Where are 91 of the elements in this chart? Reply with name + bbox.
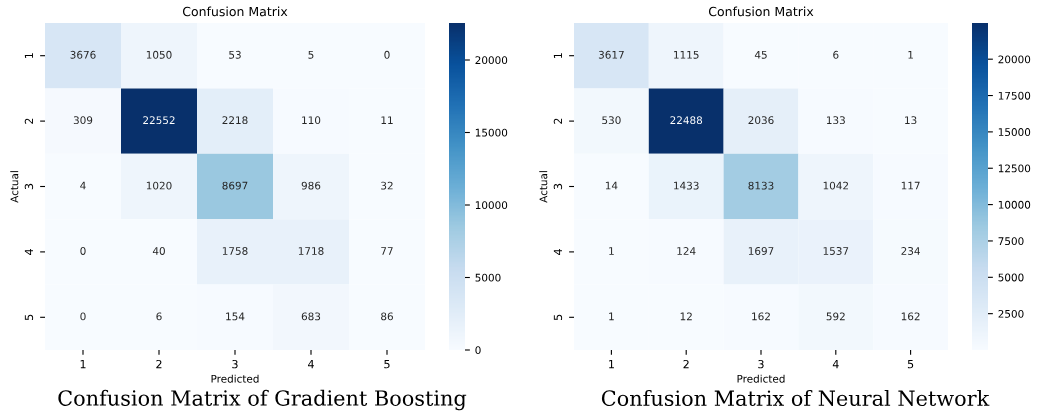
data-label: 1758 [222, 247, 248, 255]
data-label: 22488 [670, 116, 703, 125]
x-tick-label: 5 [907, 360, 914, 369]
data-label: 1115 [674, 50, 699, 59]
x-tick-label: 3 [758, 359, 764, 369]
data-label: 45 [754, 50, 767, 59]
data-label: 986 [301, 181, 321, 190]
color-bar-label: 20000 [475, 56, 508, 65]
y-tick-label: 5 [553, 314, 563, 320]
x-tick-label: 4 [308, 360, 314, 369]
data-label: 14 [605, 181, 618, 190]
data-label: 0 [384, 50, 390, 59]
data-label: 32 [381, 181, 393, 190]
data-label: 1050 [146, 50, 172, 59]
chart-title: Confusion Matrix [182, 6, 288, 17]
x-tick-label: 2 [683, 359, 689, 369]
data-label: 117 [901, 181, 920, 190]
data-label: 1020 [146, 181, 172, 190]
data-label: 53 [229, 50, 241, 59]
y-tick-label: 5 [24, 314, 34, 320]
data-label: 683 [301, 312, 321, 321]
data-label: 8133 [748, 181, 774, 190]
y-tick-label: 3 [553, 183, 563, 190]
data-label: 1 [908, 50, 913, 59]
data-label: 0 [80, 312, 86, 321]
data-label: 22552 [143, 116, 175, 125]
data-label: 124 [677, 247, 696, 255]
data-label: 6 [156, 312, 162, 321]
data-label: 13 [905, 116, 917, 125]
data-label: 4 [80, 181, 86, 190]
y-tick-label: 2 [553, 118, 562, 124]
x-tick-label: 1 [80, 360, 86, 369]
y-axis-title: Actual [10, 171, 19, 203]
x-tick-label: 4 [832, 360, 839, 369]
y-tick-label: 2 [24, 118, 33, 124]
data-label: 110 [302, 116, 321, 125]
y-tick-label: 1 [24, 53, 33, 59]
data-label: 1 [609, 312, 614, 321]
data-label: 133 [827, 116, 845, 125]
chart-title: Confusion Matrix [708, 6, 814, 17]
color-bar-label: 5000 [475, 273, 501, 282]
color-bar-label: 10000 [998, 200, 1031, 209]
color-bar-label: 10000 [475, 201, 508, 210]
color-bar-label: 7500 [998, 237, 1024, 246]
data-label: 154 [226, 312, 245, 321]
color-bar-label: 2500 [998, 309, 1024, 318]
data-label: 1697 [748, 247, 774, 255]
data-label: 12 [680, 312, 692, 321]
color-bar-label: 5000 [998, 273, 1024, 282]
data-label: 5 [308, 50, 314, 59]
data-label: 8697 [222, 181, 248, 190]
data-label: 162 [752, 312, 770, 321]
color-bar-label: 15000 [998, 128, 1031, 136]
data-label: 1 [609, 247, 614, 255]
data-label: 2036 [748, 116, 774, 125]
x-tick-label: 2 [156, 359, 162, 369]
color-bar-label: 0 [475, 346, 481, 355]
data-label: 1042 [823, 181, 849, 190]
y-tick-label: 4 [24, 248, 33, 255]
data-label: 1718 [298, 247, 324, 255]
color-bar-label: 12500 [998, 164, 1031, 173]
color-bar-label: 15000 [475, 128, 508, 137]
data-label: 0 [80, 247, 86, 255]
data-label: 86 [381, 312, 393, 321]
data-label: 3676 [70, 50, 96, 59]
data-label: 6 [833, 50, 839, 59]
data-label: 234 [901, 247, 920, 255]
y-tick-label: 4 [553, 248, 562, 255]
x-axis-title: Predicted [737, 374, 785, 383]
data-label: 40 [152, 247, 165, 255]
x-tick-label: 5 [384, 360, 390, 369]
color-bar-label: 20000 [998, 55, 1031, 64]
y-tick-label: 3 [24, 183, 34, 190]
data-label: 77 [381, 247, 393, 255]
text: Confusion Matrix of Gradient Boosting [58, 389, 467, 411]
data-label: 3617 [598, 50, 624, 59]
x-tick-label: 3 [232, 359, 238, 369]
data-label: 162 [901, 312, 920, 321]
y-tick-label: 1 [553, 53, 562, 59]
x-tick-label: 1 [609, 360, 614, 369]
data-label: 592 [826, 312, 845, 321]
y-axis-title: Actual [539, 171, 548, 203]
text: Confusion Matrix of Neural Network [601, 389, 990, 407]
data-label: 11 [381, 116, 393, 124]
data-label: 1537 [823, 247, 849, 255]
data-label: 2218 [222, 116, 248, 125]
data-label: 309 [73, 116, 93, 125]
data-label: 1433 [674, 181, 699, 190]
data-label: 530 [602, 116, 621, 125]
x-axis-title: Predicted [211, 374, 259, 383]
color-bar-label: 17500 [998, 91, 1031, 100]
